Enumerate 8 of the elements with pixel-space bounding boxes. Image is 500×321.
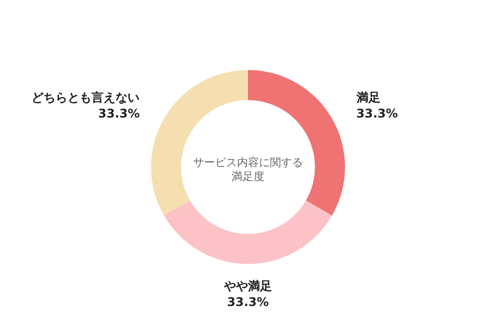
slice-label: 満足 xyxy=(355,90,380,104)
slice-label: どちらとも言えない xyxy=(32,90,140,104)
slice-label: やや満足 xyxy=(223,279,272,293)
data-label: 33.3% xyxy=(227,295,269,309)
data-label: 33.3% xyxy=(356,106,398,120)
donut-slice xyxy=(164,200,332,264)
text: サービス内容に関する満足度 xyxy=(192,156,304,184)
data-label: 33.3% xyxy=(98,106,140,120)
